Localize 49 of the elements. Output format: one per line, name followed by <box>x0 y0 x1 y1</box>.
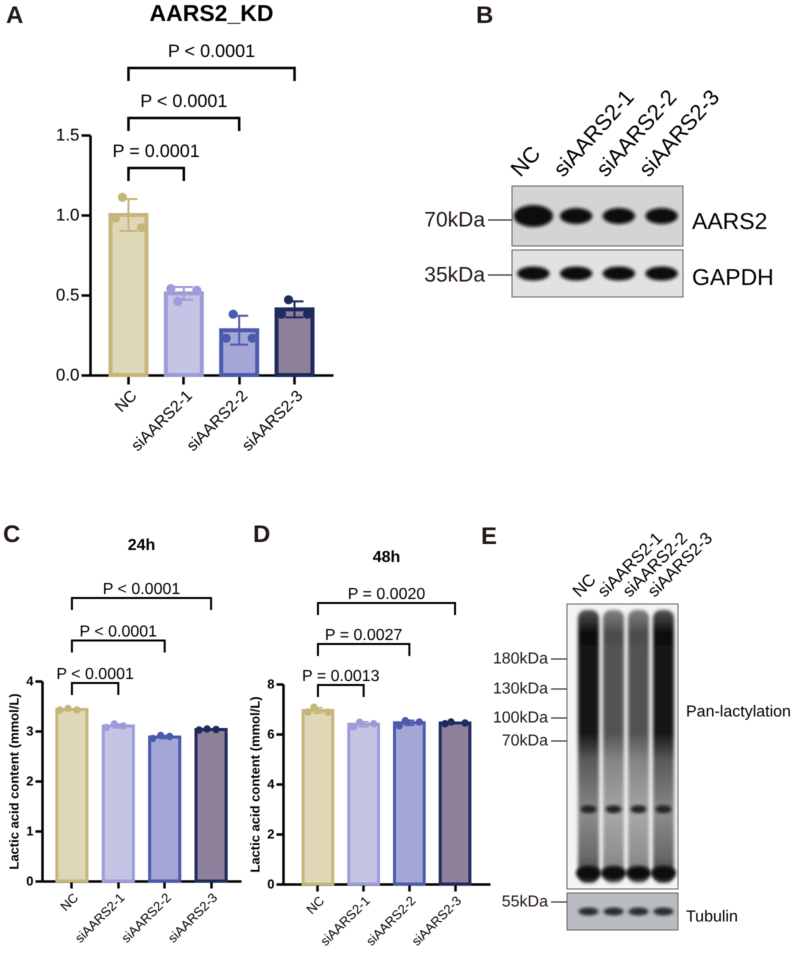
chart-title: AARS2_KD <box>150 0 274 26</box>
y-tick-label: 0.0 <box>56 366 80 384</box>
category-label: AARS2 <box>692 208 768 234</box>
x-tick-label: NC <box>303 893 328 917</box>
annotation: P = 0.0001 <box>112 141 200 161</box>
text: 55kDa <box>502 894 548 910</box>
category-label: NC <box>568 570 600 601</box>
y-tick-label: 1.5 <box>56 126 80 144</box>
y-tick-label: 2 <box>26 774 34 788</box>
y-tick-label: 3 <box>26 724 34 738</box>
y-tick-label: 6 <box>267 726 274 742</box>
category-label: GAPDH <box>692 264 774 290</box>
text: 130kDa <box>492 680 548 698</box>
text: P < 0.0001 <box>168 41 256 61</box>
chart-title: 24h <box>128 537 156 554</box>
chart-title: 48h <box>372 549 400 566</box>
y-tick-label: 4 <box>267 776 276 792</box>
y-tick-label: 1 <box>26 824 34 838</box>
text: C <box>3 521 20 548</box>
text: P = 0.0027 <box>324 627 403 644</box>
text: A <box>6 2 24 29</box>
text: 35kDa <box>424 264 486 286</box>
y-tick-label: 0 <box>26 874 34 888</box>
text: P < 0.0001 <box>102 581 180 598</box>
text: P < 0.0001 <box>80 624 158 640</box>
category-label: Pan-lactylation <box>686 704 791 720</box>
y-tick-label: 0 <box>267 876 274 892</box>
y-tick-label: 8 <box>267 676 274 692</box>
y-tick-label: 4 <box>26 674 34 688</box>
text: 70kDa <box>424 208 486 232</box>
text: B <box>476 2 494 29</box>
text: P = 0.0020 <box>348 586 426 603</box>
x-tick-label: NC <box>112 388 140 416</box>
text: E <box>481 523 498 550</box>
annotation: P = 0.0013 <box>302 668 380 685</box>
text: P < 0.0001 <box>140 91 228 111</box>
y-axis-title: Lactic acid content (mmol/L) <box>247 696 262 873</box>
category-label: Tubulin <box>686 908 738 926</box>
y-tick-label: 0.5 <box>56 286 80 304</box>
y-tick-label: 1.0 <box>56 206 80 224</box>
text: D <box>253 521 270 548</box>
category-label: NC <box>506 140 546 182</box>
y-tick-label: 2 <box>267 826 274 842</box>
text: 70kDa <box>502 732 548 750</box>
text: 100kDa <box>492 710 548 726</box>
y-axis-title: Lactic acid content (mmol/L) <box>6 693 22 870</box>
x-tick-label: NC <box>57 890 82 914</box>
text: 180kDa <box>492 650 548 668</box>
annotation: P < 0.0001 <box>56 666 134 683</box>
